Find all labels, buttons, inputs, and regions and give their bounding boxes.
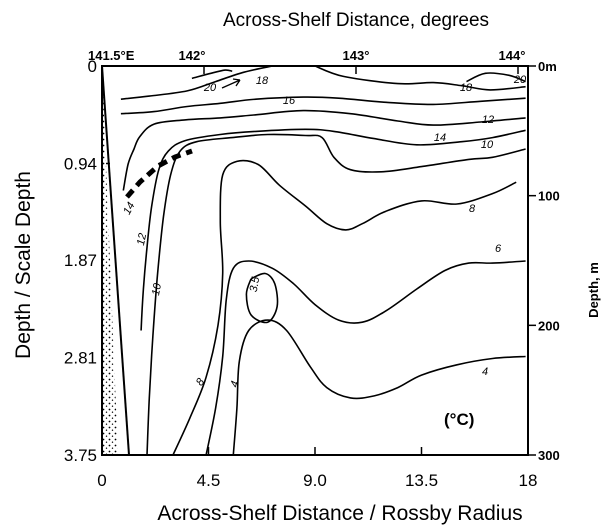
right-tick-label: 100: [538, 189, 560, 204]
top-axis-ticks: 141.5°E 142° 143° 144°: [88, 48, 525, 74]
contour-8: [172, 159, 517, 456]
bottom-tick-label: 9.0: [303, 471, 327, 490]
unit-label: (°C): [444, 410, 474, 429]
plot-frame: [101, 65, 529, 456]
bottom-axis-title: Across-Shelf Distance / Rossby Radius: [157, 502, 522, 525]
left-axis-title: Depth / Scale Depth: [12, 171, 35, 359]
contour-label: 10: [150, 282, 164, 297]
dashed-front: [125, 148, 193, 199]
seafloor-line: [101, 65, 130, 456]
contour-label: 18: [256, 75, 269, 87]
bottom-tick-label: 13.5: [405, 471, 438, 490]
top-tick-label: 144°: [499, 48, 526, 63]
bottom-axis-ticks: 0 4.5 9.0 13.5 18: [97, 447, 537, 490]
seafloor-sediment: [102, 66, 118, 455]
contour-label: 4: [482, 366, 488, 378]
top-tick-label: 142°: [179, 48, 206, 63]
contour-label: 12: [482, 114, 494, 126]
bottom-tick-label: 0: [97, 471, 106, 490]
bottom-tick-label: 18: [519, 471, 538, 490]
right-tick-label: 0m: [538, 59, 557, 74]
right-tick-label: 300: [538, 448, 560, 463]
left-tick-label: 3.75: [64, 446, 97, 465]
contour-label: 4: [229, 380, 242, 389]
contour-12: [140, 128, 526, 331]
contour-label: 14: [434, 132, 446, 144]
contour-16: [120, 96, 526, 115]
contour-14: [122, 109, 526, 191]
top-tick-label: 143°: [343, 48, 370, 63]
contour-label: 14: [121, 200, 137, 216]
contour-20: [466, 72, 526, 83]
contour-label: 10: [481, 139, 494, 151]
contour-4: [232, 319, 526, 456]
left-tick-label: 1.87: [64, 251, 97, 270]
contour-18: [120, 65, 273, 100]
top-tick-label: 141.5°E: [88, 48, 135, 63]
contour-20: [191, 69, 233, 80]
left-tick-label: 0: [88, 57, 97, 76]
contour-3-5: [245, 272, 279, 324]
contour-label: 12: [135, 232, 149, 246]
right-axis-title: Depth, m: [586, 262, 601, 318]
top-axis-title: Across-Shelf Distance, degrees: [223, 10, 489, 31]
contour-label: 16: [283, 95, 296, 107]
left-tick-label: 2.81: [64, 348, 97, 367]
left-tick-label: 0.94: [64, 155, 97, 174]
contour-label: 8: [469, 203, 476, 215]
contour-label: 20: [203, 82, 217, 94]
contour-label: 18: [460, 82, 473, 94]
contour-label: 3.5: [248, 275, 263, 293]
bottom-tick-label: 4.5: [197, 471, 221, 490]
contour-label: 6: [495, 243, 502, 255]
contour-6: [205, 260, 526, 456]
contour-18: [314, 65, 526, 91]
contour-10: [146, 133, 526, 456]
contour-arrow: [221, 78, 241, 89]
right-tick-label: 200: [538, 318, 560, 333]
contour-label: 20: [513, 74, 527, 86]
right-axis-ticks: 0m 100 200 300: [528, 59, 560, 463]
